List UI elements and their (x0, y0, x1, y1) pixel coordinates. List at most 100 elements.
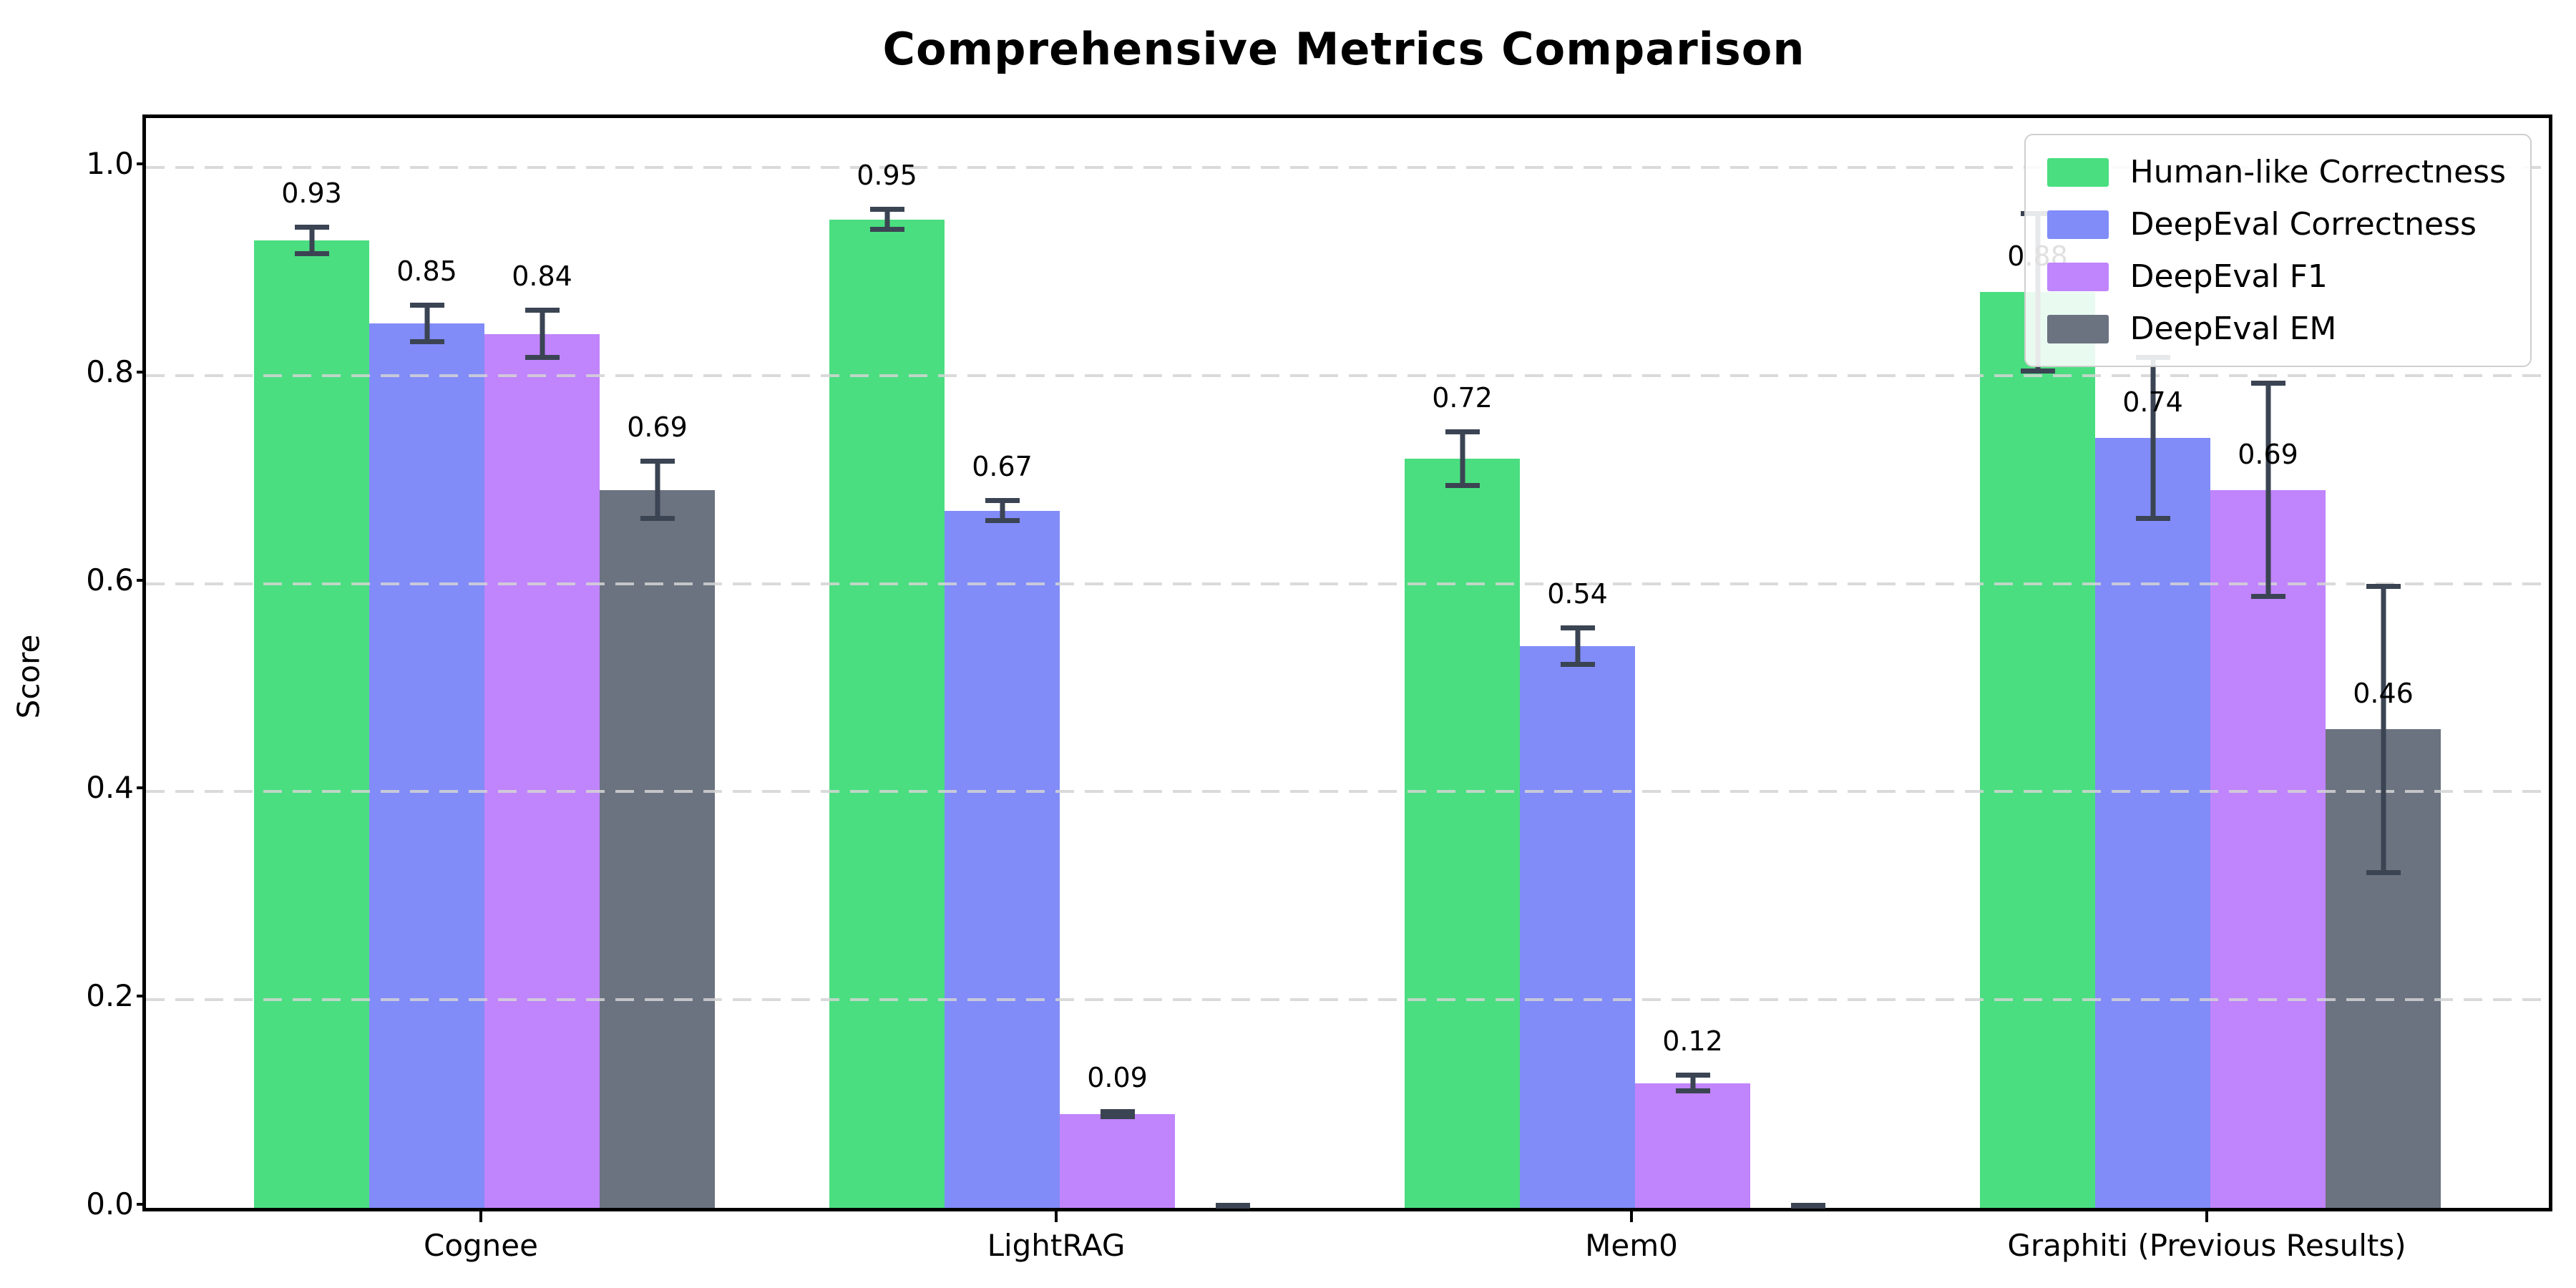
bar-value-label: 0.84 (512, 260, 572, 293)
error-bar (2135, 354, 2170, 522)
error-bar-cap-bottom (1790, 1203, 1825, 1208)
bar-value-label: 0.72 (1432, 382, 1493, 414)
bar (829, 219, 945, 1208)
error-bar-line (1690, 1072, 1695, 1094)
error-bar-cap-top (1675, 1072, 1710, 1078)
error-bar-cap-bottom (1560, 661, 1595, 667)
legend-swatch (2046, 157, 2109, 187)
bar (1980, 292, 2095, 1208)
error-bar-cap-bottom (2250, 594, 2285, 600)
error-bar (294, 224, 329, 256)
error-bar-line (1575, 625, 1580, 667)
error-bar-cap-bottom (1675, 1088, 1710, 1094)
y-tick-label: 0.8 (86, 353, 134, 389)
x-tick-label-4: Graphiti (Previous Results) (2007, 1228, 2406, 1263)
bar (1060, 1114, 1175, 1208)
bar (1520, 645, 1635, 1208)
bar (2095, 438, 2210, 1208)
error-bar-cap-bottom (294, 250, 329, 256)
bar-value-label: 0.69 (627, 411, 688, 444)
legend-label: DeepEval EM (2129, 311, 2337, 347)
bar (1405, 459, 1520, 1208)
y-tick-label: 0.0 (86, 1186, 134, 1221)
legend-row: Human-like Correctness (2046, 154, 2506, 190)
error-bar-line (309, 224, 314, 256)
legend: Human-like Correctness DeepEval Correctne… (2024, 134, 2532, 367)
legend-label: DeepEval F1 (2129, 258, 2328, 295)
bar-value-label: 0.69 (2238, 438, 2298, 470)
y-tick-label: 0.2 (86, 978, 134, 1014)
error-bar-line (540, 308, 545, 360)
error-bar-cap-bottom (640, 516, 675, 522)
legend-row: DeepEval EM (2046, 311, 2506, 347)
x-tick-mark (2205, 1208, 2208, 1222)
bar-value-label: 0.95 (857, 160, 917, 192)
error-bar (1100, 1108, 1135, 1120)
error-bar (2366, 583, 2401, 875)
error-bar-cap-top (1445, 429, 1480, 435)
error-bar-cap-top (1100, 1108, 1135, 1114)
y-tick-label: 1.0 (86, 146, 134, 181)
error-bar (525, 308, 560, 360)
error-bar-cap-bottom (409, 339, 444, 345)
legend-row: DeepEval Correctness (2046, 206, 2506, 243)
y-tick-label: 0.6 (86, 562, 134, 597)
error-bar-cap-top (294, 224, 329, 230)
y-tick-label: 0.4 (86, 770, 134, 806)
bar (369, 323, 484, 1208)
error-bar (869, 207, 904, 233)
error-bar-cap-top (2366, 583, 2401, 589)
error-bar-cap-bottom (525, 355, 560, 360)
y-axis-label: Score (11, 634, 47, 719)
bar (600, 489, 715, 1208)
bar-value-label: 0.54 (1547, 577, 1608, 610)
legend-swatch (2046, 262, 2109, 291)
error-bar-line (1460, 429, 1465, 488)
error-bar-cap-top (525, 308, 560, 313)
error-bar-cap-bottom (2020, 368, 2055, 374)
error-bar (409, 303, 444, 345)
bar-value-label: 0.85 (396, 255, 457, 288)
x-tick-label-1: Cognee (424, 1228, 538, 1263)
error-bar-cap-bottom (2366, 869, 2401, 875)
error-bar (2250, 381, 2285, 600)
bar (1635, 1083, 1750, 1208)
bar-value-label: 0.12 (1662, 1025, 1723, 1057)
chart-title: Comprehensive Metrics Comparison (882, 23, 1805, 75)
legend-row: DeepEval F1 (2046, 258, 2506, 295)
x-tick-mark (1055, 1208, 1058, 1222)
error-bar (1790, 1203, 1825, 1209)
error-bar-cap-bottom (1215, 1203, 1250, 1208)
error-bar (985, 498, 1020, 524)
legend-label: DeepEval Correctness (2129, 206, 2477, 243)
bar (945, 510, 1060, 1208)
x-tick-mark (1630, 1208, 1633, 1222)
legend-label: Human-like Correctness (2129, 154, 2506, 190)
error-bar (1560, 625, 1595, 667)
error-bar-line (2381, 583, 2386, 875)
error-bar-cap-bottom (869, 227, 904, 233)
bar (484, 333, 600, 1208)
error-bar-cap-top (409, 303, 444, 308)
error-bar-line (884, 207, 889, 233)
bar-value-label: 0.74 (2122, 386, 2183, 419)
bar-value-label: 0.93 (281, 177, 342, 209)
legend-swatch (2046, 314, 2109, 343)
error-bar-cap-bottom (2135, 516, 2170, 522)
error-bar-line (2265, 381, 2270, 600)
bar-value-label: 0.46 (2353, 678, 2414, 710)
error-bar-cap-top (985, 498, 1020, 504)
x-tick-label-2: LightRAG (987, 1228, 1126, 1263)
error-bar-line (2150, 354, 2155, 522)
error-bar-line (424, 303, 429, 345)
error-bar (1215, 1203, 1250, 1209)
error-bar-cap-top (2250, 381, 2285, 386)
error-bar (1675, 1072, 1710, 1094)
error-bar-line (1115, 1108, 1120, 1120)
error-bar-line (655, 459, 660, 522)
bar-value-label: 0.67 (972, 451, 1033, 483)
error-bar-cap-bottom (985, 518, 1020, 524)
bar (2210, 489, 2326, 1208)
error-bar-cap-top (869, 207, 904, 213)
